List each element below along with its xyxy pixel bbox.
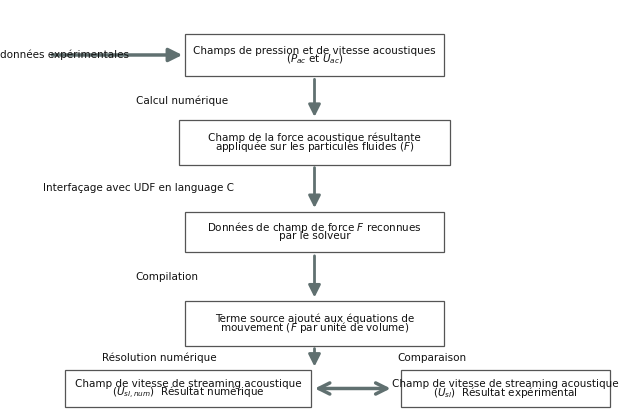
Text: Résolution numérique: Résolution numérique [102, 353, 216, 363]
Text: Comparaison: Comparaison [398, 353, 467, 363]
FancyBboxPatch shape [401, 370, 610, 407]
Text: ($U_{sl}$)  Résultat expérimental: ($U_{sl}$) Résultat expérimental [433, 386, 578, 400]
FancyBboxPatch shape [185, 301, 444, 346]
FancyBboxPatch shape [65, 370, 311, 407]
FancyBboxPatch shape [185, 34, 444, 76]
Text: Calcul numérique: Calcul numérique [136, 95, 228, 106]
Text: ($U_{sl,num}$)  Résultat numérique: ($U_{sl,num}$) Résultat numérique [112, 385, 264, 401]
Text: ($P_{ac}$ et $U_{ac}$): ($P_{ac}$ et $U_{ac}$) [286, 53, 343, 66]
FancyBboxPatch shape [179, 120, 450, 165]
Text: données expérimentales: données expérimentales [0, 50, 129, 60]
Text: Terme source ajouté aux équations de: Terme source ajouté aux équations de [215, 314, 414, 324]
Text: Compilation: Compilation [136, 272, 199, 282]
Text: Champ de vitesse de streaming acoustique: Champ de vitesse de streaming acoustique [75, 379, 301, 389]
Text: Champ de vitesse de streaming acoustique: Champ de vitesse de streaming acoustique [392, 379, 619, 389]
FancyBboxPatch shape [185, 212, 444, 252]
Text: mouvement ($F$ par unité de volume): mouvement ($F$ par unité de volume) [220, 320, 409, 335]
Text: par le solveur: par le solveur [279, 232, 350, 242]
Text: Données de champ de force $F$ reconnues: Données de champ de force $F$ reconnues [207, 220, 422, 235]
Text: Interfaçage avec UDF en language C: Interfaçage avec UDF en language C [43, 183, 234, 193]
Text: Champs de pression et de vitesse acoustiques: Champs de pression et de vitesse acousti… [193, 46, 436, 56]
Text: Champ de la force acoustique résultante: Champ de la force acoustique résultante [208, 133, 421, 143]
Text: appliquée sur les particules fluides ($F$): appliquée sur les particules fluides ($F… [215, 139, 414, 154]
